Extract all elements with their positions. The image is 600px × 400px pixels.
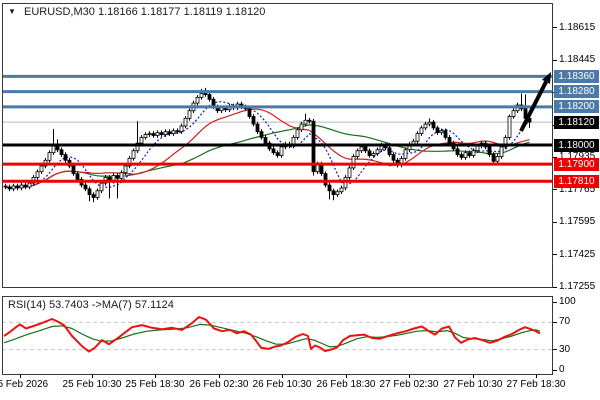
time-tick-label: 26 Feb 18:30 [316, 379, 376, 390]
trend-arrow[interactable] [519, 72, 551, 132]
price-tick-mark [553, 27, 557, 29]
price-tick-label: 1.17425 [559, 248, 596, 260]
rsi-tick-mark [553, 349, 557, 351]
rsi-tick-label: 100 [559, 296, 576, 307]
chart-title: ▼ EURUSD,M30 1.18166 1.18177 1.18119 1.1… [8, 6, 265, 18]
rsi-values-label: RSI(14) 53.7403 ->MA(7) 57.1124 [8, 299, 174, 311]
ohlc-quotes-label: 1.18166 1.18177 1.18119 1.18120 [97, 6, 266, 18]
time-tick-mark [409, 375, 410, 378]
price-tick-label: 1.18445 [559, 54, 596, 66]
bid-price-label: 1.18120 [554, 115, 599, 129]
ma-line-mid [5, 108, 530, 189]
time-tick-label: 27 Feb 10:30 [443, 379, 503, 390]
rsi-tick-mark [553, 369, 557, 371]
candlesticks [3, 87, 532, 203]
price-level-label: 1.18360 [554, 69, 599, 83]
time-tick-label: 25 Feb 18:30 [125, 379, 185, 390]
rsi-tick-label: 70 [559, 316, 571, 328]
ma-line-slow [5, 124, 530, 189]
price-tick-label: 1.18615 [559, 21, 596, 33]
symbol-dropdown-icon[interactable]: ▼ [8, 7, 16, 16]
time-tick-label: 26 Feb 10:30 [252, 379, 312, 390]
time-tick-label: 25 Feb 10:30 [62, 379, 122, 390]
price-level-label: 1.17810 [554, 174, 599, 188]
time-tick-mark [219, 375, 220, 378]
price-level-label: 1.17900 [554, 157, 599, 171]
time-tick-mark [155, 375, 156, 378]
price-level-label: 1.18200 [554, 100, 599, 114]
price-level-label: 1.18000 [554, 138, 599, 152]
time-tick-label: 27 Feb 18:30 [506, 379, 566, 390]
price-tick-mark [553, 156, 557, 158]
time-tick-mark [473, 375, 474, 378]
price-level-label: 1.18280 [554, 85, 599, 99]
rsi-line [3, 316, 541, 353]
time-tick-mark [92, 375, 93, 378]
rsi-tick-label: 0 [559, 364, 565, 375]
rsi-ma-line [3, 323, 541, 348]
price-tick-label: 1.17765 [559, 183, 596, 195]
main-chart-canvas[interactable] [2, 3, 553, 288]
price-tick-mark [553, 221, 557, 223]
price-tick-mark [553, 59, 557, 61]
rsi-tick-mark [553, 321, 557, 323]
rsi-indicator-canvas[interactable] [2, 296, 553, 375]
price-tick-label: 1.17595 [559, 216, 596, 228]
price-tick-label: 1.17935 [559, 151, 595, 162]
time-tick-label: 26 Feb 02:30 [189, 379, 249, 390]
time-tick-mark [20, 375, 21, 378]
time-tick-mark [536, 375, 537, 378]
time-tick-mark [282, 375, 283, 378]
price-tick-mark [553, 254, 557, 256]
price-tick-mark [553, 189, 557, 191]
rsi-tick-mark [553, 301, 557, 303]
rsi-indicator-title: RSI(14) 53.7403 ->MA(7) 57.1124 [8, 299, 174, 311]
time-tick-label: 25 Feb 2026 [0, 379, 49, 390]
rsi-tick-label: 30 [559, 343, 571, 355]
symbol-timeframe-label: EURUSD,M30 [23, 6, 95, 18]
time-tick-label: 27 Feb 02:30 [379, 379, 439, 390]
ma-line-fast [5, 101, 530, 189]
price-tick-label: 1.17255 [559, 281, 596, 293]
price-tick-mark [553, 286, 557, 288]
time-tick-mark [346, 375, 347, 378]
